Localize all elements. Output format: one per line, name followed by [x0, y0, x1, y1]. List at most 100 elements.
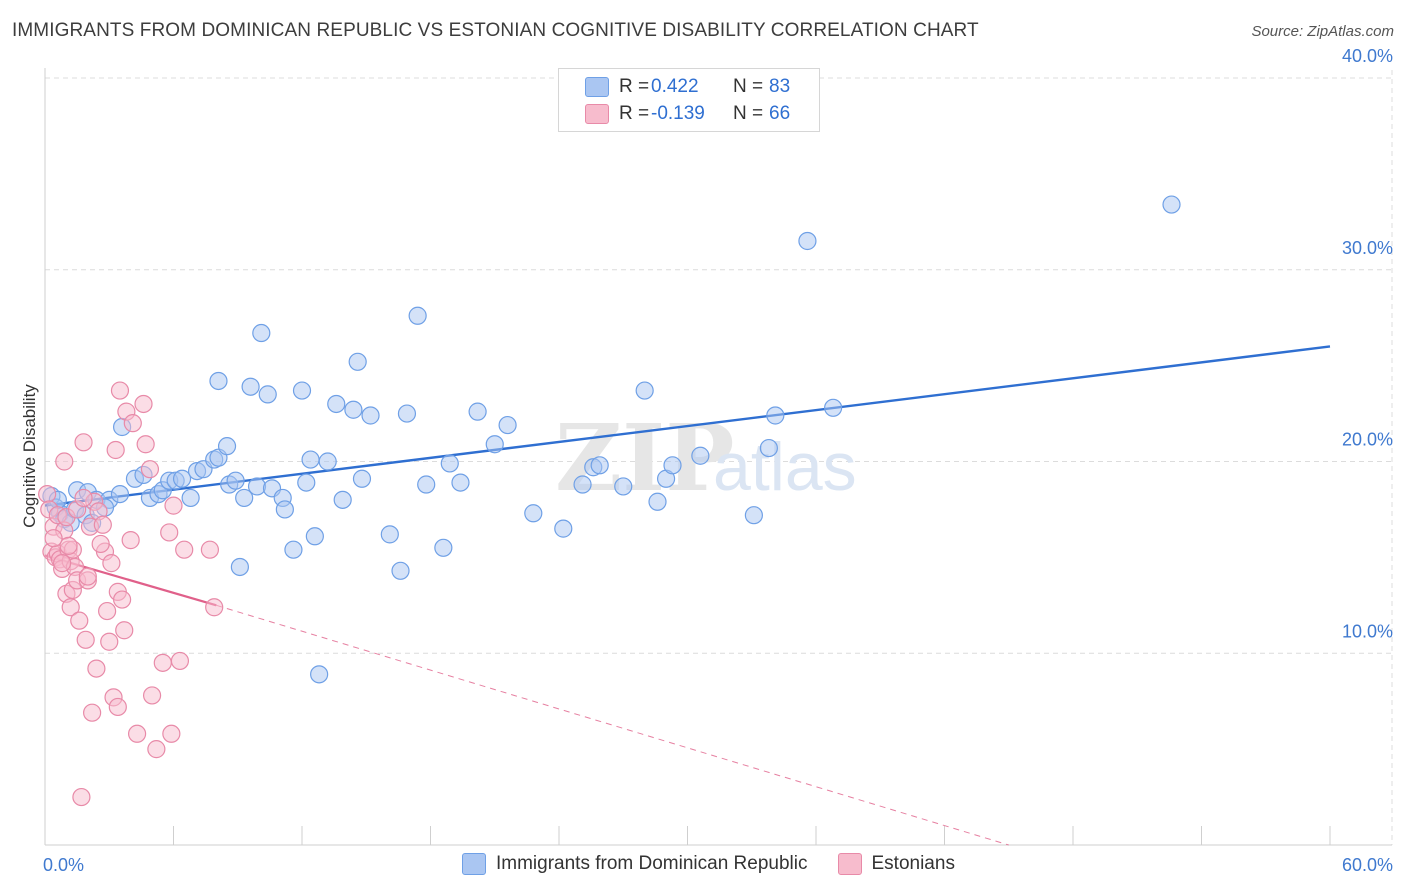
r-value: 0.422 — [651, 76, 699, 97]
blue-point — [451, 473, 470, 492]
blue-point — [648, 492, 667, 511]
pink-point — [110, 381, 130, 400]
r-value: -0.139 — [651, 103, 705, 124]
legend-item-dominican[interactable]: Immigrants from Dominican Republic — [462, 853, 808, 875]
pink-point — [140, 460, 160, 479]
blue-point — [440, 454, 459, 473]
blue-point — [252, 323, 271, 343]
blue-point — [1162, 195, 1181, 214]
pink-point — [91, 534, 110, 554]
blue-point — [766, 406, 785, 425]
pink-point — [72, 787, 91, 807]
pink-point — [76, 630, 95, 649]
pink-point — [121, 531, 140, 550]
pink-point — [83, 703, 102, 722]
pink-point — [136, 435, 155, 454]
blue-point — [498, 415, 517, 435]
points-layer — [38, 195, 1181, 807]
pink-point — [106, 440, 125, 460]
pink-point — [142, 686, 162, 705]
n-value: 66 — [769, 103, 791, 124]
pink-point — [100, 632, 119, 651]
pink-point — [164, 496, 183, 515]
blue-point — [352, 469, 372, 488]
blue-point — [485, 435, 504, 454]
pink-point — [74, 433, 93, 452]
pink-point — [170, 651, 190, 671]
pink-point — [102, 554, 121, 573]
blue-point — [292, 381, 312, 400]
legend-item-estonians[interactable]: Estonians — [837, 853, 955, 875]
blue-point — [209, 371, 228, 391]
blue-point — [275, 500, 294, 519]
pink-trend-extension — [216, 604, 1009, 846]
blue-point — [590, 456, 609, 475]
blue-point — [434, 538, 453, 557]
blue-point — [691, 446, 710, 465]
blue-point — [284, 540, 303, 559]
pink-point — [44, 529, 63, 548]
blue-point — [241, 377, 260, 396]
bottom-legend: Immigrants from Dominican Republic Eston… — [462, 852, 985, 876]
blue-point — [361, 406, 380, 425]
blue-point — [744, 506, 763, 525]
blue-point — [635, 381, 654, 400]
y-tick-label: 10.0% — [1342, 621, 1393, 641]
label-layer: 10.0% 20.0% 30.0% 40.0% 0.0% 60.0% Cognitive D… — [20, 46, 1393, 875]
blue-swatch — [585, 77, 609, 97]
pink-point — [93, 515, 112, 534]
pink-point — [98, 601, 117, 621]
blue-point — [468, 402, 487, 421]
blue-point — [235, 488, 254, 508]
pink-swatch — [837, 853, 862, 875]
blue-point — [614, 477, 633, 496]
blue-point — [258, 385, 277, 404]
legend-label: Immigrants from Dominican Republic — [496, 853, 808, 874]
blue-point — [417, 475, 436, 494]
n-value: 83 — [769, 76, 791, 97]
pink-point — [38, 484, 57, 504]
blue-point — [333, 490, 352, 509]
blue-point — [824, 398, 843, 417]
n-label: N = — [733, 103, 764, 124]
pink-point — [87, 659, 106, 678]
correlation-legend: R = 0.422 N = 83 R = -0.139 N = 66 — [558, 68, 820, 132]
blue-point — [759, 438, 778, 458]
pink-point — [127, 724, 147, 743]
blue-point — [344, 400, 363, 419]
y-tick-label: 20.0% — [1342, 430, 1393, 450]
pink-point — [147, 740, 166, 759]
pink-swatch — [585, 104, 609, 124]
y-tick-label: 30.0% — [1342, 238, 1393, 258]
pink-point — [123, 414, 142, 433]
watermark-atlas: atlas — [713, 429, 857, 505]
pink-point — [59, 536, 78, 555]
blue-point — [408, 306, 427, 325]
grid-layer — [45, 70, 1393, 845]
y-axis-label: Cognitive Disability — [20, 384, 39, 528]
blue-point — [172, 469, 192, 488]
pink-point — [162, 724, 181, 743]
blue-point — [181, 488, 200, 508]
pink-point — [115, 621, 134, 640]
axis-layer — [44, 68, 1392, 846]
pink-point — [70, 611, 89, 630]
source-credit: Source: ZipAtlas.com — [1251, 23, 1394, 40]
legend-label: Estonians — [871, 853, 955, 874]
pink-point — [55, 452, 74, 471]
blue-point — [380, 525, 399, 544]
blue-point — [305, 527, 324, 546]
blue-point — [318, 452, 337, 471]
r-label: R = — [619, 103, 650, 124]
pink-point — [153, 653, 172, 672]
x-tick-label: 0.0% — [43, 855, 84, 875]
blue-point — [798, 231, 817, 251]
chart-title: IMMIGRANTS FROM DOMINICAN REPUBLIC VS ES… — [12, 20, 979, 41]
blue-point — [573, 475, 592, 494]
blue-point — [397, 404, 417, 423]
blue-point — [247, 477, 267, 496]
pink-point — [160, 523, 179, 542]
blue-point — [297, 473, 316, 492]
blue-point — [391, 561, 410, 580]
